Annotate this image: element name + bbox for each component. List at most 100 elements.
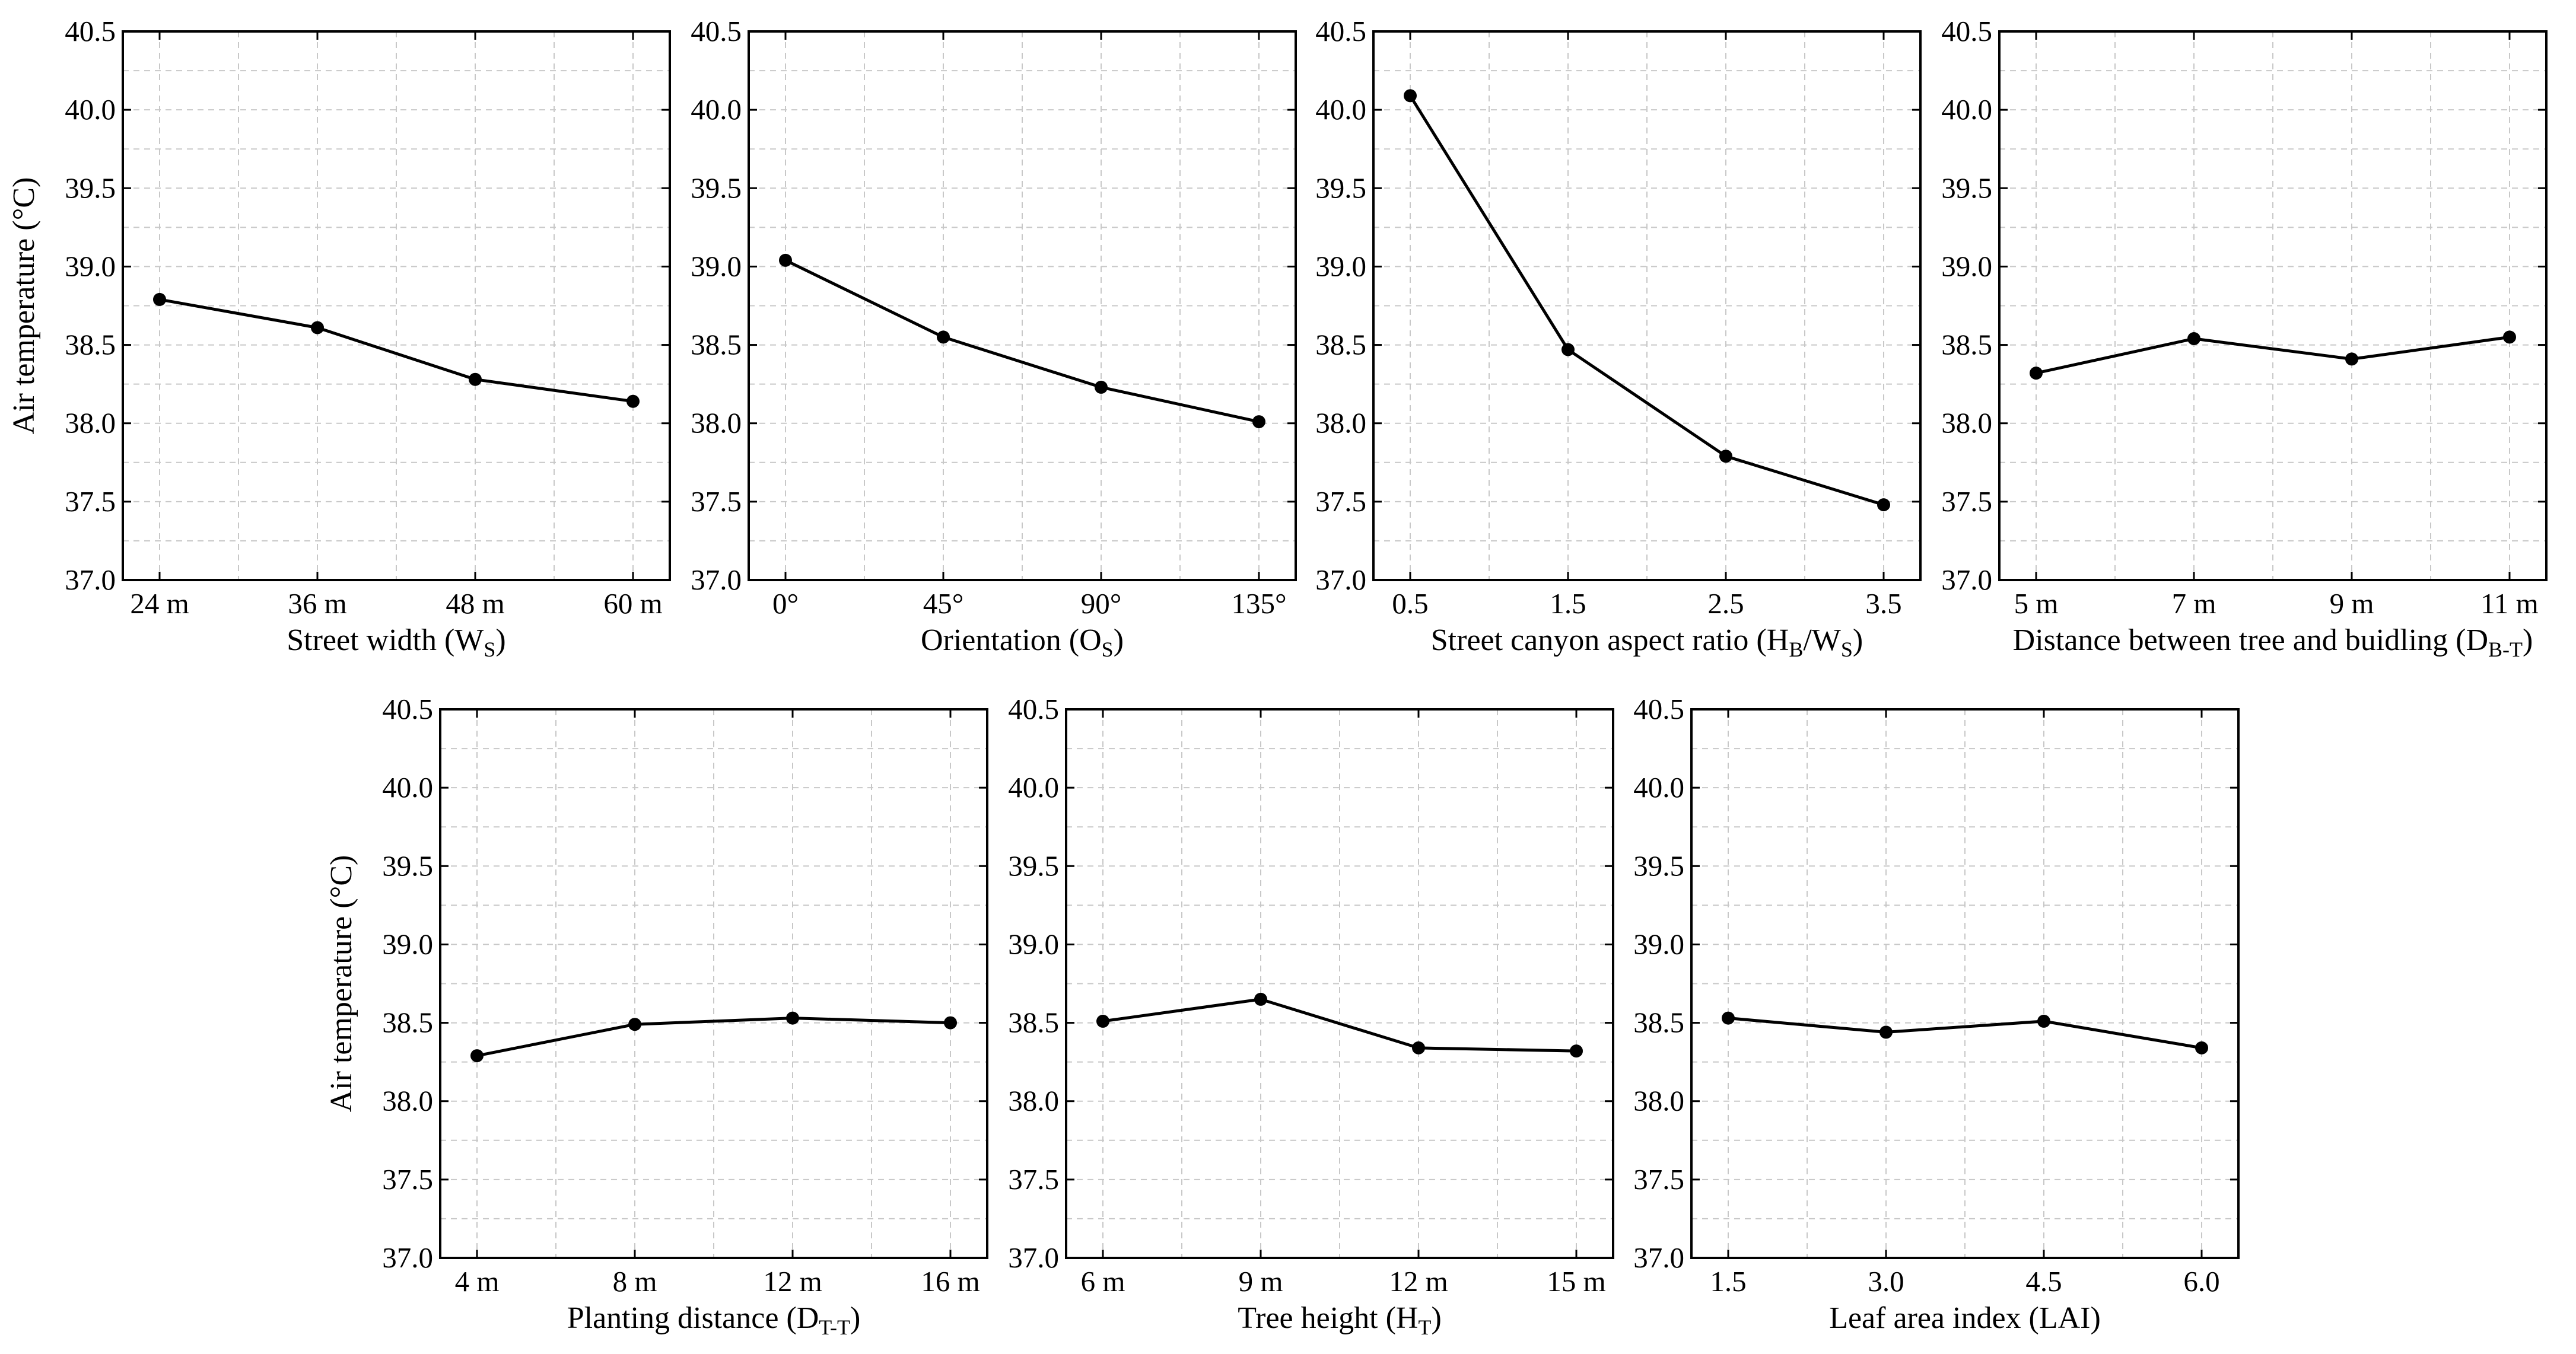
x-tick-label: 60 m — [603, 587, 662, 620]
y-tick-label: 40.0 — [1941, 93, 1992, 126]
data-point — [2195, 1041, 2208, 1054]
x-axis-label-text: Planting distance (D — [567, 1301, 819, 1335]
y-tick-label: 40.5 — [1315, 15, 1366, 47]
y-tick-label: 38.0 — [1315, 407, 1366, 439]
x-axis-label-text: Tree height (H — [1238, 1301, 1418, 1335]
y-tick-label: 37.5 — [382, 1163, 433, 1196]
chart-panel-7: 37.0 37.5 38.0 38.5 39.0 39.5 40.0 40.5 1.5 3.0 4.… — [1633, 693, 2240, 1335]
y-tick-label: 37.5 — [65, 485, 116, 518]
x-tick-label: 8 m — [613, 1265, 657, 1298]
x-axis-label-text: ) — [2523, 623, 2533, 657]
y-tick-label: 40.5 — [65, 15, 116, 47]
y-tick-label: 40.0 — [382, 771, 433, 804]
x-axis-label-subscript: T-T — [819, 1315, 850, 1339]
y-tick-label: 39.0 — [1008, 928, 1059, 960]
y-tick-label: 40.5 — [1008, 693, 1059, 725]
y-tick-label: 39.5 — [1941, 171, 1992, 204]
y-tick-label: 38.0 — [382, 1085, 433, 1117]
x-axis-label: Orientation (OS) — [921, 623, 1124, 661]
y-tick-label: 39.0 — [1633, 928, 1684, 960]
x-tick-label: 12 m — [1389, 1265, 1448, 1298]
x-tick-label: 16 m — [921, 1265, 979, 1298]
x-tick-label: 1.5 — [1550, 587, 1586, 620]
x-tick-label: 15 m — [1547, 1265, 1605, 1298]
y-tick-label: 40.0 — [1633, 771, 1684, 804]
plot-border — [1998, 30, 2548, 581]
chart-panel-1: 37.0 37.5 38.0 38.5 39.0 39.5 40.0 40.5 24 m 36 m… — [7, 15, 671, 661]
y-tick-label: 40.0 — [691, 93, 742, 126]
x-tick-label: 5 m — [2014, 587, 2059, 620]
x-axis-label-subscript: S — [484, 638, 495, 661]
y-tick-label: 39.5 — [1008, 849, 1059, 882]
chart-panel-5: 37.0 37.5 38.0 38.5 39.0 39.5 40.0 40.5 4 m 8 m 12… — [325, 693, 988, 1339]
plot-border — [1690, 708, 2240, 1259]
y-tick-label: 37.5 — [691, 485, 742, 518]
data-point — [311, 321, 324, 334]
x-tick-label: 3.0 — [1868, 1265, 1904, 1298]
y-tick-label: 37.0 — [1633, 1241, 1684, 1274]
data-point — [1412, 1041, 1425, 1054]
y-tick-label: 37.0 — [1008, 1241, 1059, 1274]
x-axis-label-text: /W — [1803, 623, 1841, 657]
x-axis-label: Distance between tree and buidling (DB-T… — [2013, 623, 2533, 661]
y-tick-label: 39.0 — [65, 250, 116, 282]
data-point — [1404, 89, 1417, 103]
chart-panel-2: 37.0 37.5 38.0 38.5 39.0 39.5 40.0 40.5 0° 45° 90°… — [691, 15, 1297, 661]
y-tick-label: 39.5 — [65, 171, 116, 204]
x-axis-label-subscript: T — [1418, 1315, 1431, 1339]
x-axis-label-text: ) — [1431, 1301, 1441, 1335]
x-axis-label-text: ) — [1853, 623, 1863, 657]
chart-panel-6: 37.0 37.5 38.0 38.5 39.0 39.5 40.0 40.5 6 m 9 m 12… — [1008, 693, 1614, 1339]
y-tick-label: 39.5 — [691, 171, 742, 204]
plot-border — [1372, 30, 1922, 581]
x-tick-label: 11 m — [2480, 587, 2539, 620]
y-tick-label: 37.0 — [691, 563, 742, 596]
data-point — [1877, 498, 1890, 512]
plot-border — [1065, 708, 1614, 1259]
x-axis-label-subscript: S — [1841, 638, 1853, 661]
y-tick-label: 38.5 — [1633, 1006, 1684, 1039]
y-tick-label: 39.0 — [691, 250, 742, 282]
x-tick-label: 1.5 — [1710, 1265, 1746, 1298]
y-tick-label: 39.5 — [382, 849, 433, 882]
data-point — [1095, 380, 1108, 394]
data-point — [937, 330, 950, 344]
y-tick-label: 37.5 — [1008, 1163, 1059, 1196]
x-axis-label-text: ) — [1114, 623, 1124, 657]
y-tick-label: 37.5 — [1633, 1163, 1684, 1196]
y-tick-label: 37.0 — [1315, 563, 1366, 596]
y-tick-label: 39.0 — [1315, 250, 1366, 282]
x-tick-label: 4.5 — [2025, 1265, 2062, 1298]
x-tick-label: 90° — [1081, 587, 1122, 620]
y-tick-label: 40.5 — [691, 15, 742, 47]
y-tick-label: 38.5 — [382, 1006, 433, 1039]
data-point — [2037, 1014, 2050, 1028]
plot-border — [439, 708, 988, 1259]
y-tick-label: 39.5 — [1633, 849, 1684, 882]
y-tick-label: 39.0 — [382, 928, 433, 960]
y-tick-label: 37.0 — [1941, 563, 1992, 596]
y-tick-label: 38.0 — [691, 407, 742, 439]
x-tick-label: 0° — [772, 587, 799, 620]
data-point — [1570, 1044, 1583, 1058]
y-tick-label: 38.0 — [1941, 407, 1992, 439]
x-tick-label: 12 m — [763, 1265, 822, 1298]
x-tick-label: 3.5 — [1865, 587, 1901, 620]
x-tick-label: 6 m — [1081, 1265, 1125, 1298]
y-tick-label: 38.5 — [1941, 329, 1992, 361]
series-line — [476, 1017, 951, 1057]
x-axis-label-subscript: B — [1789, 638, 1803, 661]
x-tick-label: 36 m — [288, 587, 346, 620]
data-point — [470, 1049, 484, 1063]
data-point — [2345, 352, 2358, 366]
data-point — [1719, 450, 1732, 463]
y-tick-label: 40.0 — [1008, 771, 1059, 804]
x-tick-label: 9 m — [1239, 1265, 1283, 1298]
y-tick-label: 38.5 — [65, 329, 116, 361]
y-tick-label: 40.5 — [1941, 15, 1992, 47]
data-point — [469, 372, 482, 386]
data-point — [2030, 367, 2043, 380]
plot-border — [748, 30, 1297, 581]
x-axis-label-text: Street width (W — [287, 623, 484, 657]
data-point — [153, 292, 166, 306]
